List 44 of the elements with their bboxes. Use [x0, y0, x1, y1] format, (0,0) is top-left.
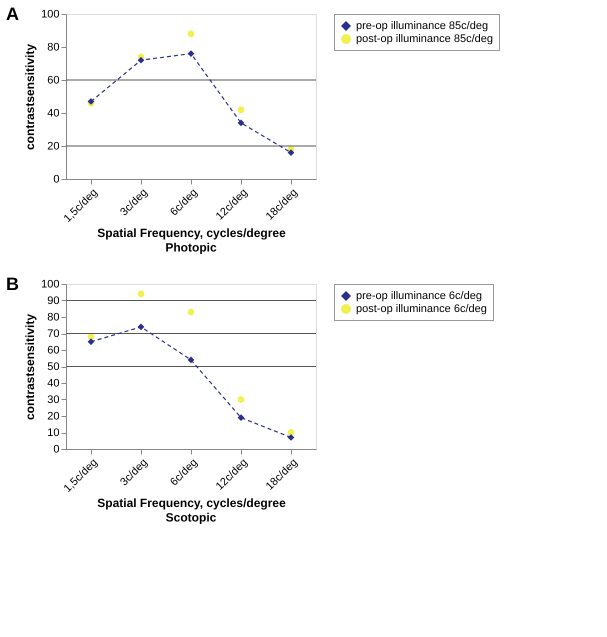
point [288, 429, 294, 436]
y-tick-label: 20 [47, 410, 60, 422]
point [238, 414, 244, 422]
point [188, 50, 194, 57]
y-tick-label: 70 [47, 328, 60, 340]
y-tick-label: 0 [53, 444, 60, 456]
legend-label: pre-op illuminance 85c/deg [356, 20, 488, 32]
y-tick-label: 90 [47, 295, 60, 307]
y-tick-label: 30 [47, 394, 60, 406]
x-axis-title: Spatial Frequency, cycles/degree [97, 226, 286, 240]
point [188, 308, 194, 316]
legend-label: post-op illuminance 85c/deg [356, 33, 493, 45]
y-tick-label: 0 [53, 174, 60, 186]
y-axis-title: contrastsensitivity [23, 44, 38, 150]
point [188, 30, 194, 38]
y-tick-label: 80 [47, 42, 60, 54]
y-tick-label: 40 [47, 378, 60, 390]
legend-label: post-op illuminance 6c/deg [356, 303, 487, 315]
point [288, 434, 294, 441]
y-tick-label: 10 [47, 427, 60, 439]
point [138, 324, 144, 330]
y-axis-title: contrastsensitivity [23, 314, 38, 420]
point [88, 338, 94, 346]
y-tick-label: 80 [47, 312, 60, 324]
y-tick-label: 50 [47, 361, 60, 373]
y-tick-label: 100 [41, 278, 60, 290]
point [238, 396, 244, 403]
point [238, 106, 244, 114]
point [288, 149, 294, 156]
point [238, 120, 244, 126]
point [188, 356, 194, 364]
y-tick-label: 100 [41, 8, 60, 20]
point [138, 290, 144, 298]
x-axis-title: Spatial Frequency, cycles/degree [97, 496, 286, 510]
text: B [6, 274, 19, 294]
y-tick-label: 20 [47, 140, 60, 152]
text: Scotopic [166, 510, 217, 525]
y-tick-label: 60 [47, 344, 60, 356]
y-tick-label: 40 [47, 108, 60, 120]
legend-label: pre-op illuminance 6c/deg [356, 290, 482, 302]
text: A [6, 4, 19, 24]
point [138, 56, 144, 64]
y-tick-label: 60 [47, 74, 60, 86]
text: Photopic [165, 240, 217, 255]
